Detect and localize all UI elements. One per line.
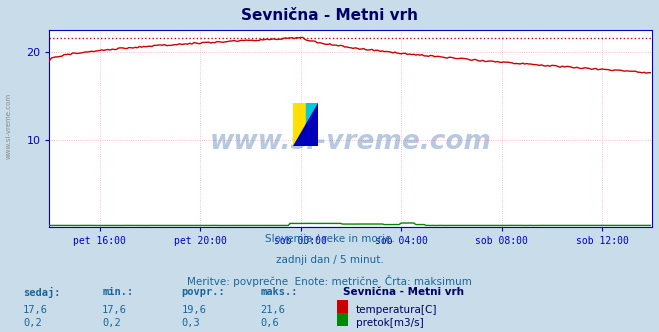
Text: 17,6: 17,6 bbox=[102, 305, 127, 315]
Bar bbox=[293, 103, 306, 146]
Text: 17,6: 17,6 bbox=[23, 305, 48, 315]
Text: povpr.:: povpr.: bbox=[181, 287, 225, 297]
Text: Sevnična - Metni vrh: Sevnična - Metni vrh bbox=[241, 8, 418, 23]
Text: 0,6: 0,6 bbox=[260, 318, 279, 328]
Text: 0,2: 0,2 bbox=[102, 318, 121, 328]
Text: 0,2: 0,2 bbox=[23, 318, 42, 328]
Text: www.si-vreme.com: www.si-vreme.com bbox=[5, 93, 12, 159]
Text: 0,3: 0,3 bbox=[181, 318, 200, 328]
Text: zadnji dan / 5 minut.: zadnji dan / 5 minut. bbox=[275, 255, 384, 265]
Bar bbox=[306, 103, 318, 146]
Text: 19,6: 19,6 bbox=[181, 305, 206, 315]
Text: Meritve: povprečne  Enote: metrične  Črta: maksimum: Meritve: povprečne Enote: metrične Črta:… bbox=[187, 275, 472, 287]
Text: maks.:: maks.: bbox=[260, 287, 298, 297]
Text: sedaj:: sedaj: bbox=[23, 287, 61, 298]
Polygon shape bbox=[293, 103, 318, 146]
Text: Slovenija / reke in morje.: Slovenija / reke in morje. bbox=[264, 234, 395, 244]
Text: 21,6: 21,6 bbox=[260, 305, 285, 315]
Text: www.si-vreme.com: www.si-vreme.com bbox=[210, 129, 492, 155]
Text: temperatura[C]: temperatura[C] bbox=[356, 305, 438, 315]
Text: Sevnična - Metni vrh: Sevnična - Metni vrh bbox=[343, 287, 464, 297]
Text: min.:: min.: bbox=[102, 287, 133, 297]
Text: pretok[m3/s]: pretok[m3/s] bbox=[356, 318, 424, 328]
